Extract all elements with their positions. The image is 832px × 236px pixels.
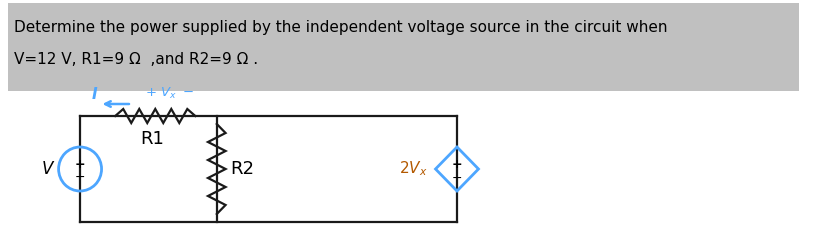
Text: +: + <box>75 157 86 170</box>
Text: +: + <box>452 157 463 170</box>
Text: V: V <box>42 160 52 178</box>
Text: V=12 V, R1=9 Ω  ,and R2=9 Ω .: V=12 V, R1=9 Ω ,and R2=9 Ω . <box>13 52 258 67</box>
Text: R2: R2 <box>230 160 255 178</box>
Text: $+\ V_x\ -$: $+\ V_x\ -$ <box>145 86 193 101</box>
Bar <box>7 3 799 91</box>
Text: R1: R1 <box>141 130 164 148</box>
Text: $2V_x$: $2V_x$ <box>399 160 428 178</box>
Text: Determine the power supplied by the independent voltage source in the circuit wh: Determine the power supplied by the inde… <box>13 20 667 35</box>
Text: I: I <box>92 87 97 102</box>
Text: −: − <box>452 172 463 185</box>
Text: −: − <box>75 170 86 184</box>
